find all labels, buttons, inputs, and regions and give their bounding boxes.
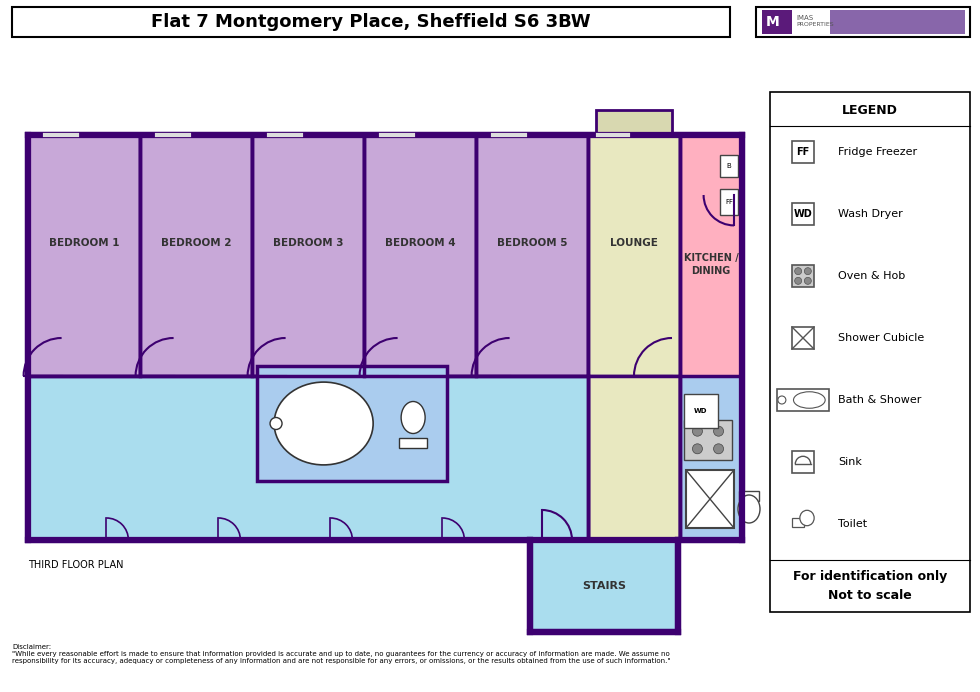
- Text: BEDROOM 3: BEDROOM 3: [272, 239, 343, 248]
- FancyBboxPatch shape: [28, 135, 140, 376]
- FancyBboxPatch shape: [588, 376, 680, 540]
- FancyBboxPatch shape: [257, 366, 448, 481]
- FancyBboxPatch shape: [720, 155, 738, 177]
- FancyBboxPatch shape: [684, 394, 718, 428]
- Circle shape: [693, 426, 703, 436]
- FancyBboxPatch shape: [28, 376, 588, 540]
- Text: IMAS: IMAS: [796, 15, 813, 21]
- FancyBboxPatch shape: [756, 7, 970, 37]
- Circle shape: [805, 268, 811, 275]
- Circle shape: [693, 444, 703, 454]
- Text: FF: FF: [725, 199, 733, 205]
- FancyBboxPatch shape: [739, 491, 759, 501]
- FancyBboxPatch shape: [792, 451, 814, 473]
- FancyBboxPatch shape: [792, 327, 814, 349]
- Circle shape: [778, 396, 786, 404]
- Text: Oven & Hob: Oven & Hob: [838, 271, 906, 281]
- Text: Toilet: Toilet: [838, 519, 867, 529]
- FancyBboxPatch shape: [762, 10, 792, 34]
- Ellipse shape: [800, 510, 814, 526]
- Circle shape: [795, 277, 802, 284]
- FancyBboxPatch shape: [588, 135, 680, 376]
- FancyBboxPatch shape: [686, 470, 734, 528]
- Text: WD: WD: [794, 209, 812, 219]
- Text: Bath & Shower: Bath & Shower: [838, 395, 921, 405]
- Text: KITCHEN /
DINING: KITCHEN / DINING: [684, 253, 738, 276]
- FancyBboxPatch shape: [28, 135, 742, 540]
- Text: M: M: [766, 15, 780, 29]
- Text: Flat 7 Montgomery Place, Sheffield S6 3BW: Flat 7 Montgomery Place, Sheffield S6 3B…: [151, 13, 591, 31]
- Text: Shower Cubicle: Shower Cubicle: [838, 333, 924, 343]
- FancyBboxPatch shape: [12, 7, 730, 37]
- Text: Sink: Sink: [838, 457, 861, 467]
- Circle shape: [795, 268, 802, 275]
- Ellipse shape: [401, 401, 425, 433]
- Text: BEDROOM 2: BEDROOM 2: [161, 239, 231, 248]
- FancyBboxPatch shape: [399, 437, 427, 448]
- FancyBboxPatch shape: [680, 135, 742, 540]
- FancyBboxPatch shape: [770, 92, 970, 612]
- Text: WD: WD: [694, 408, 708, 414]
- FancyBboxPatch shape: [530, 540, 678, 632]
- Circle shape: [713, 426, 723, 436]
- Circle shape: [805, 277, 811, 284]
- Text: Disclaimer:
"While every reasonable effort is made to ensure that information pr: Disclaimer: "While every reasonable effo…: [12, 644, 670, 664]
- FancyBboxPatch shape: [792, 265, 814, 287]
- Text: LEGEND: LEGEND: [842, 104, 898, 116]
- FancyBboxPatch shape: [830, 10, 965, 34]
- FancyBboxPatch shape: [776, 389, 829, 411]
- Text: BEDROOM 4: BEDROOM 4: [385, 239, 456, 248]
- Text: FF: FF: [797, 147, 809, 157]
- Text: STAIRS: STAIRS: [582, 581, 626, 591]
- Text: BEDROOM 5: BEDROOM 5: [497, 239, 567, 248]
- Circle shape: [270, 417, 282, 430]
- Text: THIRD FLOOR PLAN: THIRD FLOOR PLAN: [28, 560, 123, 570]
- FancyBboxPatch shape: [792, 203, 814, 225]
- Text: LOUNGE: LOUNGE: [611, 239, 658, 248]
- FancyBboxPatch shape: [680, 376, 742, 540]
- FancyBboxPatch shape: [596, 110, 672, 135]
- Ellipse shape: [274, 382, 373, 465]
- FancyBboxPatch shape: [364, 135, 476, 376]
- FancyBboxPatch shape: [252, 135, 364, 376]
- Ellipse shape: [794, 392, 825, 408]
- FancyBboxPatch shape: [792, 518, 805, 527]
- FancyBboxPatch shape: [476, 135, 588, 376]
- FancyBboxPatch shape: [720, 189, 738, 215]
- Text: For identification only
Not to scale: For identification only Not to scale: [793, 570, 947, 602]
- Ellipse shape: [738, 495, 760, 523]
- Circle shape: [713, 444, 723, 454]
- Text: Fridge Freezer: Fridge Freezer: [838, 147, 917, 157]
- FancyBboxPatch shape: [684, 420, 732, 460]
- Text: PROPERTIES: PROPERTIES: [796, 23, 834, 28]
- FancyBboxPatch shape: [792, 141, 814, 163]
- Text: B: B: [726, 163, 731, 169]
- Text: Wash Dryer: Wash Dryer: [838, 209, 903, 219]
- Text: BEDROOM 1: BEDROOM 1: [49, 239, 120, 248]
- FancyBboxPatch shape: [140, 135, 252, 376]
